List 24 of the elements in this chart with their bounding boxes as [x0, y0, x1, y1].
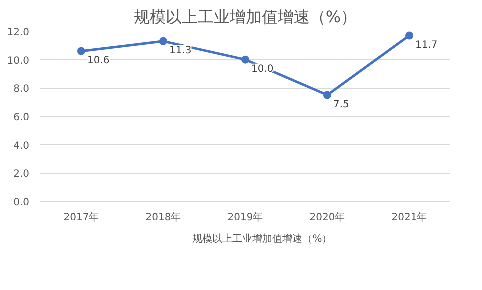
x-tick-label: 2020年	[310, 212, 346, 224]
data-label: 11.3	[170, 45, 192, 56]
y-tick-label: 12.0	[7, 28, 30, 38]
point	[160, 37, 168, 46]
x-tick-label: 2018年	[146, 212, 182, 224]
y-tick-label: 0.0	[14, 198, 30, 208]
chart-title: 规模以上工业增加值增速（%）	[134, 8, 358, 26]
data-label: 11.7	[416, 40, 438, 51]
point	[406, 32, 414, 40]
point	[78, 47, 86, 56]
data-label: 10.0	[252, 64, 274, 75]
y-tick-label: 6.0	[14, 112, 30, 124]
y-tick-label: 8.0	[14, 84, 30, 96]
x-tick-label: 2021年	[392, 212, 428, 224]
data-label: 7.5	[334, 99, 350, 110]
y-tick-label: 2.0	[14, 169, 30, 180]
text: 规模以上工业增加值增速（%）	[192, 232, 332, 246]
point	[242, 56, 250, 64]
point	[324, 91, 332, 100]
y-tick-label: 4.0	[14, 140, 30, 152]
y-tick-label: 10.0	[7, 56, 30, 67]
data-label: 10.6	[88, 55, 110, 66]
x-tick-label: 2017年	[64, 212, 100, 224]
x-tick-label: 2019年	[228, 212, 264, 224]
